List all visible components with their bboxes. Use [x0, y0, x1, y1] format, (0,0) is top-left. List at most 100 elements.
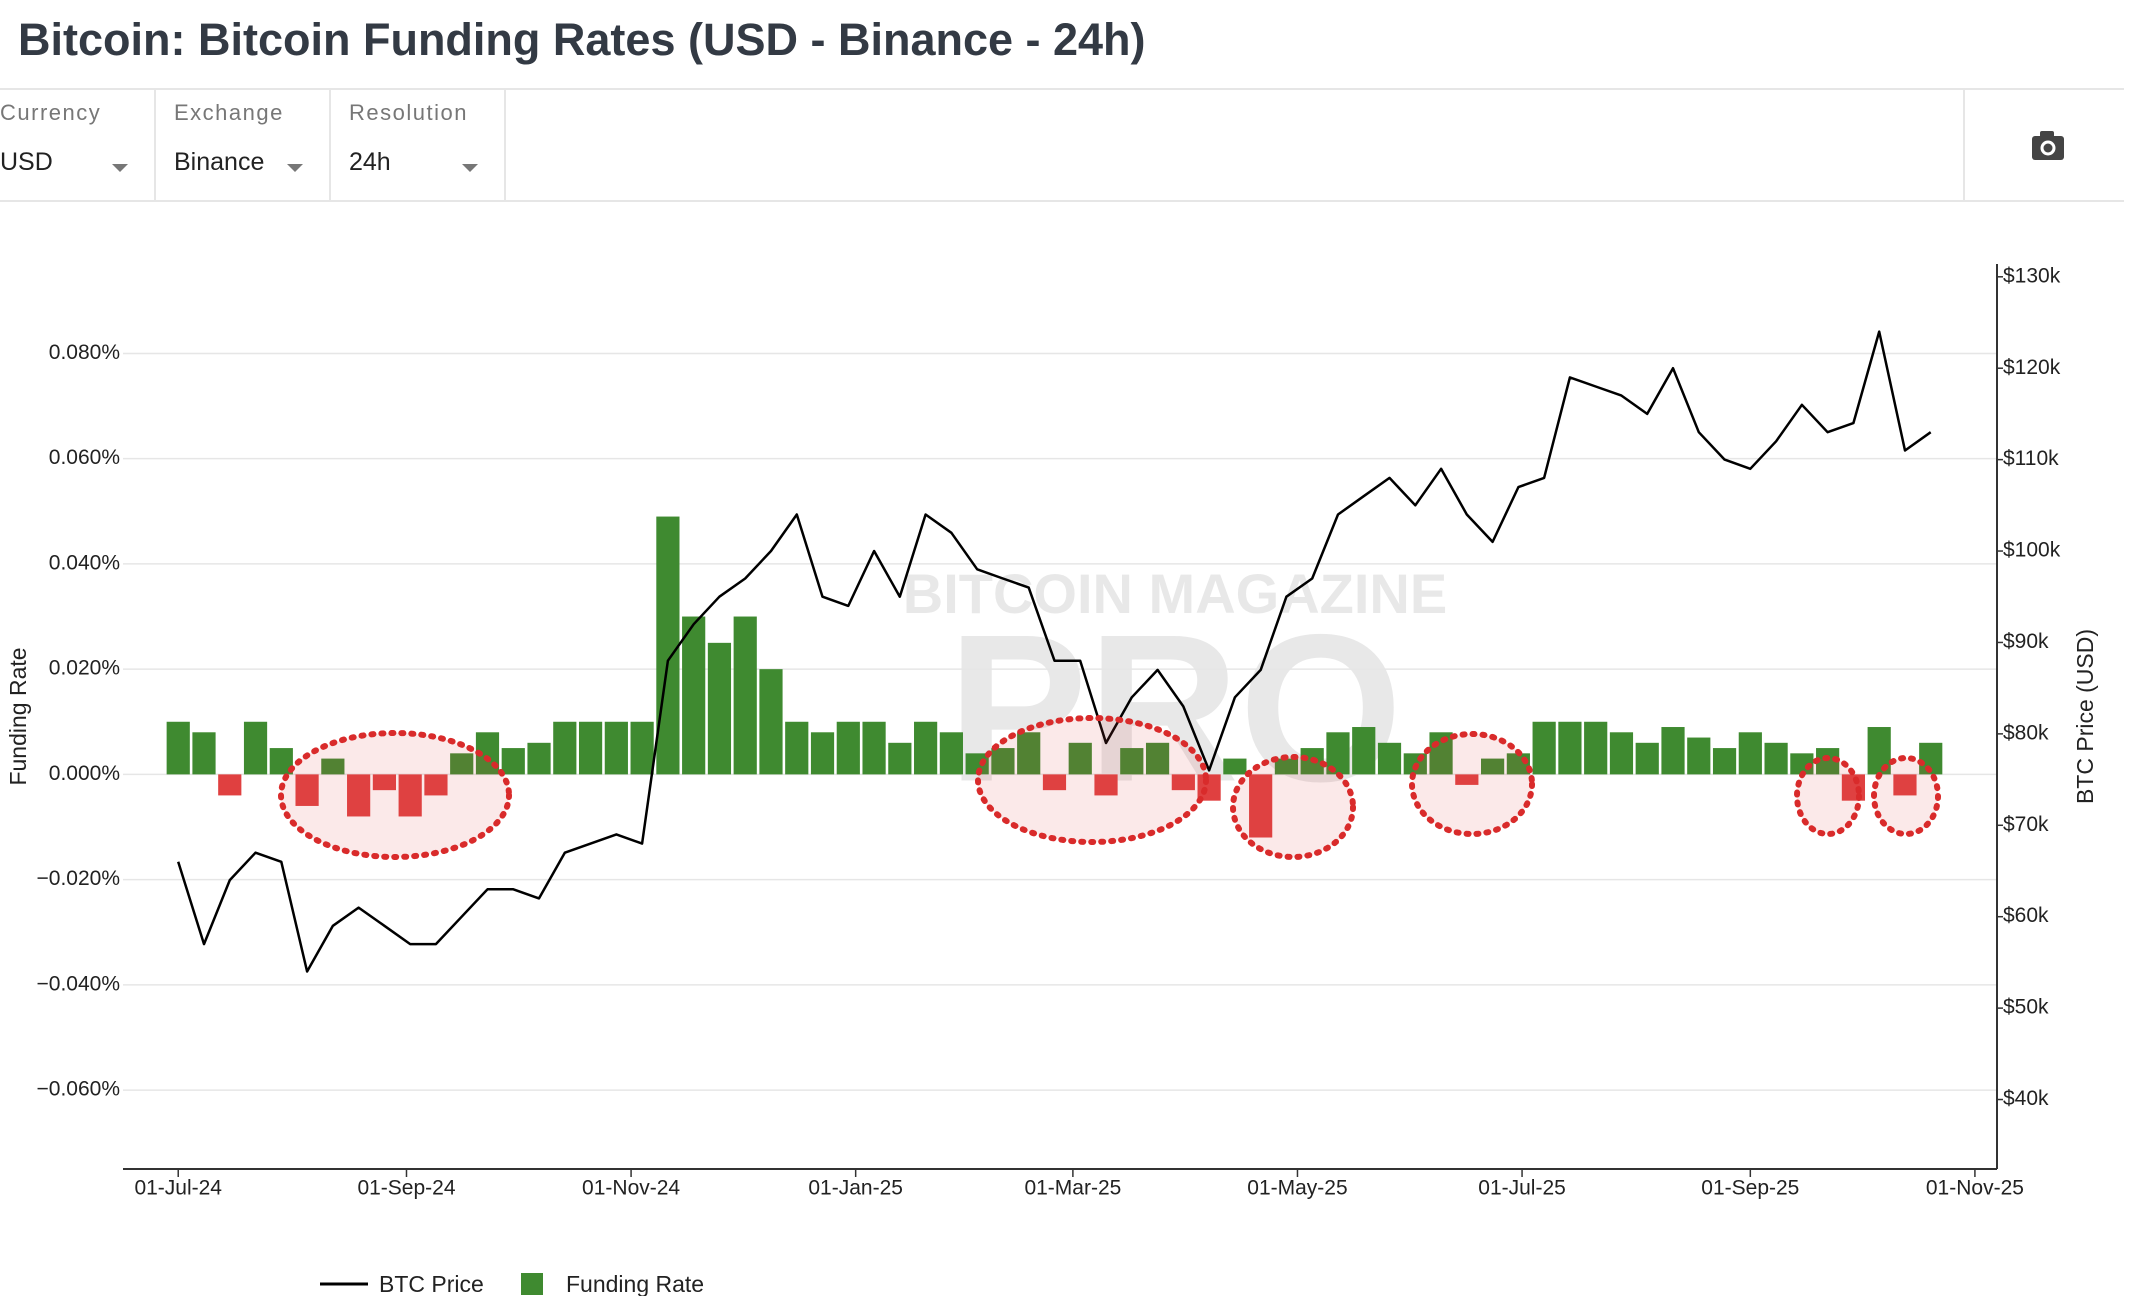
y2-tick-label: $130k	[2003, 264, 2061, 287]
funding-bar	[450, 753, 474, 775]
y2-tick-label: $60k	[2003, 904, 2049, 927]
funding-bar	[1661, 727, 1685, 775]
funding-bar	[630, 721, 654, 775]
funding-bar	[682, 616, 706, 775]
funding-bar	[1738, 732, 1762, 775]
funding-bar	[1145, 742, 1170, 775]
funding-bar	[1532, 721, 1556, 775]
funding-bar	[862, 721, 886, 775]
y2-axis-title: BTC Price (USD)	[2072, 629, 2098, 804]
funding-bar	[604, 721, 628, 775]
control-value: Binance	[174, 148, 265, 176]
funding-bar	[218, 774, 242, 796]
currency-select[interactable]: Currency USD	[0, 90, 156, 200]
funding-bar	[1867, 727, 1891, 775]
resolution-select[interactable]: Resolution 24h	[331, 90, 506, 200]
funding-bar	[759, 669, 783, 775]
funding-bar	[914, 721, 938, 775]
funding-bar	[1687, 737, 1711, 775]
x-tick-label: 01-Mar-25	[1024, 1177, 1121, 1200]
x-tick-label: 01-Nov-24	[582, 1177, 680, 1200]
highlight-ellipse	[1230, 754, 1356, 860]
dropdown-arrow	[287, 164, 303, 172]
funding-bar	[1068, 742, 1092, 775]
y2-tick-label: $110k	[2003, 447, 2059, 470]
funding-bar	[810, 732, 835, 775]
funding-bar	[1352, 727, 1376, 775]
funding-bar	[1094, 774, 1118, 796]
y-tick-label: 0.020%	[49, 657, 120, 680]
funding-bar	[1455, 774, 1479, 785]
funding-bar	[192, 732, 216, 775]
y2-tick-label: $100k	[2003, 539, 2061, 562]
y-tick-label: 0.000%	[49, 762, 120, 785]
funding-bar	[553, 721, 577, 775]
funding-bar	[1223, 758, 1247, 775]
funding-bar	[1120, 748, 1144, 775]
x-tick-label: 01-Sep-25	[1701, 1177, 1799, 1200]
chart: BITCOIN MAGAZINE PRO 0.080% 0.060% 0.040% 0…	[5, 264, 2098, 1296]
x-tick-label: 01-May-25	[1247, 1177, 1347, 1200]
y-tick-label: −0.060%	[37, 1078, 121, 1101]
dropdown-arrow	[112, 164, 128, 172]
funding-bar	[1712, 748, 1737, 775]
highlight-ellipse	[1871, 755, 1941, 837]
plot	[123, 330, 1997, 1091]
camera-icon	[2032, 131, 2064, 160]
funding-bar	[372, 774, 397, 791]
highlight-ellipse	[278, 730, 512, 860]
annotations	[278, 715, 1941, 860]
funding-bar	[166, 721, 190, 775]
page-title: Bitcoin: Bitcoin Funding Rates (USD - Bi…	[18, 14, 1146, 65]
x-tick-label: 01-Nov-25	[1926, 1177, 2024, 1200]
dropdown-arrow	[462, 164, 478, 172]
x-tick-label: 01-Jan-25	[808, 1177, 903, 1200]
camera-button[interactable]	[1963, 90, 2126, 200]
funding-bar	[656, 516, 680, 775]
funding-bar	[1635, 742, 1659, 775]
funding-bar	[1171, 774, 1195, 791]
funding-bar	[243, 721, 268, 775]
funding-bar	[1609, 732, 1634, 775]
y-tick-label: −0.040%	[37, 972, 121, 995]
legend-label: BTC Price	[379, 1271, 484, 1296]
control-label: Exchange	[174, 100, 284, 125]
funding-bar	[888, 742, 912, 775]
funding-bar	[836, 721, 860, 775]
funding-bar	[785, 721, 809, 775]
y2-tick-label: $90k	[2003, 630, 2049, 653]
funding-bar	[939, 732, 963, 775]
control-value: USD	[0, 148, 53, 176]
funding-bar	[1274, 758, 1299, 775]
funding-bar	[733, 616, 757, 775]
funding-bar	[1377, 742, 1402, 775]
exchange-select[interactable]: Exchange Binance	[156, 90, 331, 200]
price-line	[177, 330, 1932, 973]
x-tick-label: 01-Sep-24	[357, 1177, 455, 1200]
x-tick-label: 01-Jul-25	[1478, 1177, 1566, 1200]
funding-bar	[1764, 742, 1788, 775]
y2-tick-label: $50k	[2003, 996, 2049, 1019]
funding-bar	[707, 642, 732, 775]
funding-bar	[269, 748, 293, 775]
funding-bar	[1042, 774, 1067, 791]
y-tick-label: −0.020%	[37, 867, 121, 890]
watermark: BITCOIN MAGAZINE PRO	[903, 562, 1447, 826]
funding-bar	[527, 742, 551, 775]
control-value: 24h	[349, 148, 391, 176]
funding-bar	[501, 748, 525, 775]
y2-tick-label: $70k	[2003, 813, 2049, 836]
funding-bar	[1249, 774, 1273, 838]
funding-bar	[347, 774, 371, 817]
funding-bar	[1893, 774, 1917, 796]
y-tick-label: 0.040%	[49, 551, 120, 574]
control-bar: Currency USD Exchange Binance Resolution…	[0, 88, 2124, 202]
y-axis-title: Funding Rate	[5, 647, 31, 785]
funding-bar	[1326, 732, 1350, 775]
legend-label: Funding Rate	[566, 1271, 704, 1296]
funding-bar	[1481, 758, 1505, 775]
funding-bar	[398, 774, 422, 817]
funding-bar	[1558, 721, 1582, 775]
highlight-ellipse	[975, 715, 1209, 845]
